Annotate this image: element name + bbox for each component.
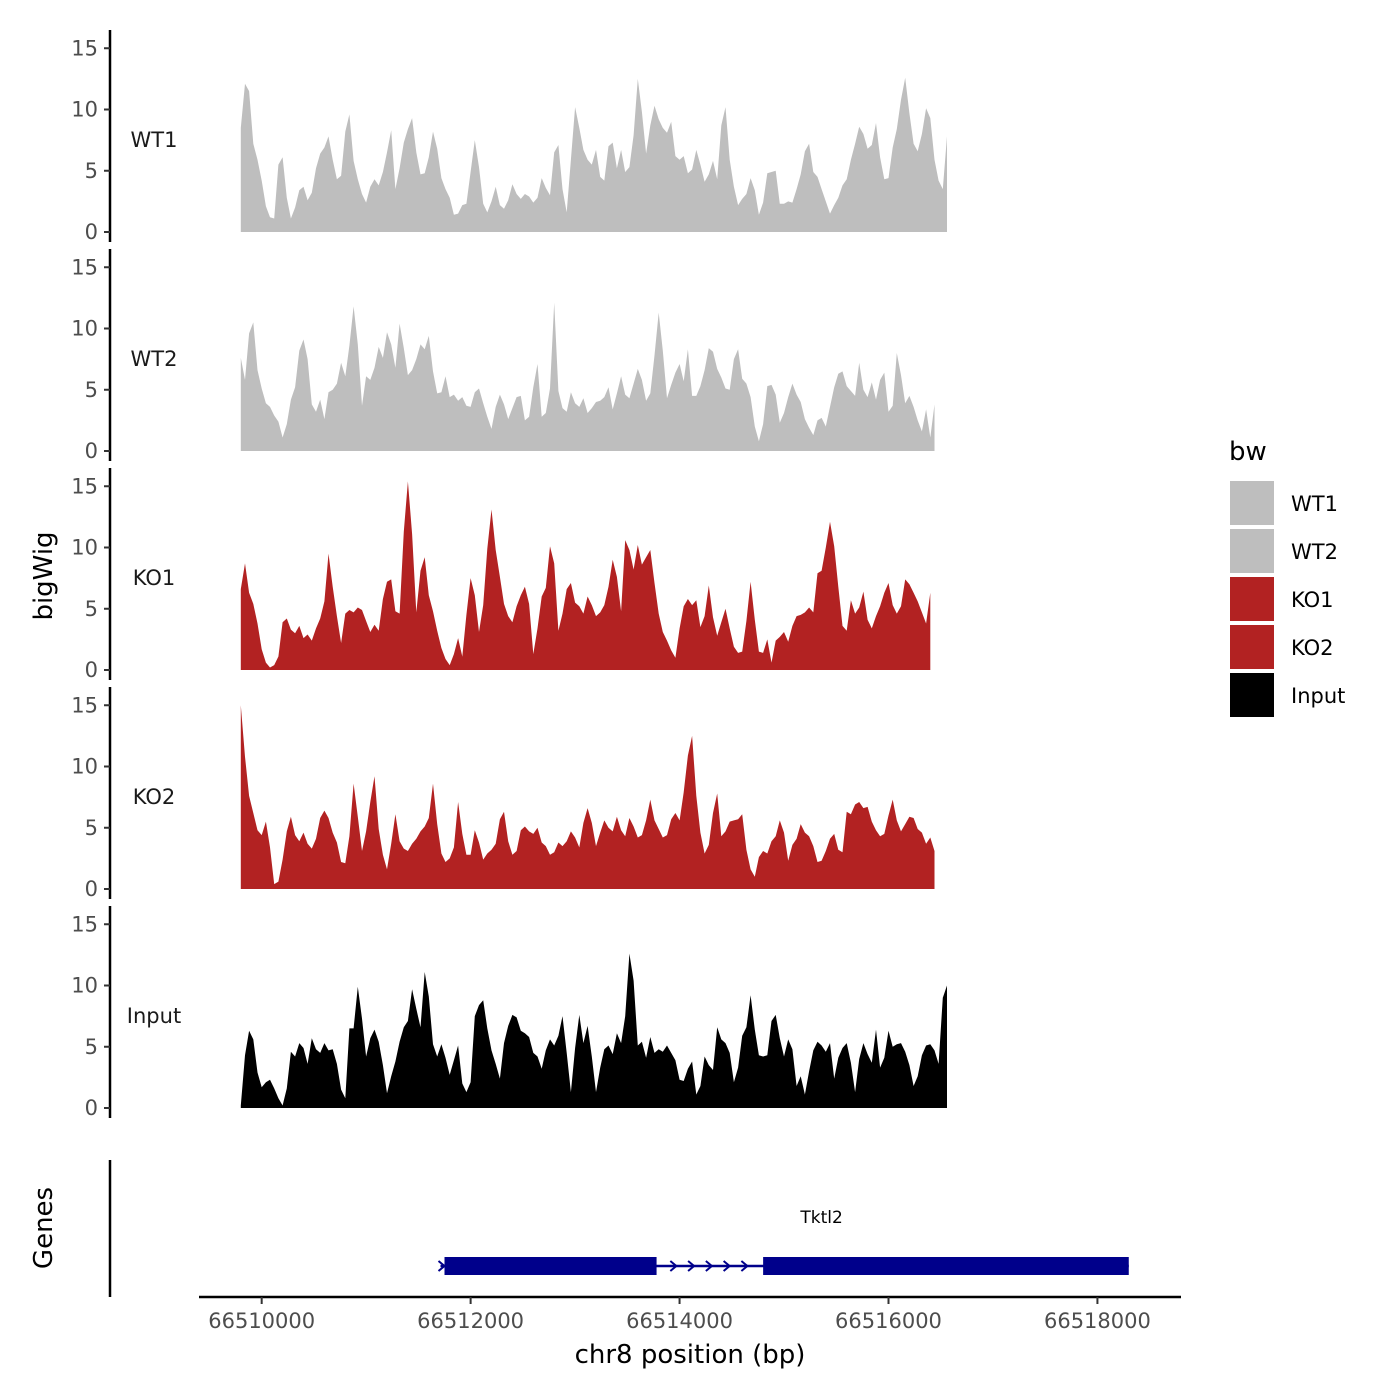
strand-arrow <box>669 1260 678 1272</box>
y-tick-label: 5 <box>85 597 98 621</box>
strand-arrow <box>705 1260 714 1272</box>
y-tick-label: 10 <box>71 974 98 998</box>
legend-swatch <box>1228 623 1276 671</box>
coverage-area <box>240 77 948 232</box>
track-label: KO1 <box>133 566 176 590</box>
legend: bw WT1 WT2 KO1 KO2 Input <box>1228 437 1345 719</box>
y-tick-label: 15 <box>71 693 98 717</box>
coverage-area <box>240 705 935 889</box>
legend-label: KO1 <box>1291 588 1334 612</box>
legend-label: KO2 <box>1291 636 1334 660</box>
legend-swatch <box>1228 575 1276 623</box>
gene-label: Tktl2 <box>799 1208 842 1228</box>
track-panel: 0 5 10 15 KO1 <box>71 468 931 682</box>
track-panel: 0 5 10 15 WT1 <box>71 30 948 244</box>
legend-swatch <box>1228 671 1276 719</box>
gene-model: Tktl2 <box>437 1208 1129 1275</box>
y-tick-label: 10 <box>71 98 98 122</box>
track-label: WT1 <box>131 128 178 152</box>
track-label: Input <box>127 1004 181 1028</box>
y-tick-label: 0 <box>85 1096 98 1120</box>
legend-label: WT2 <box>1291 540 1338 564</box>
genes-panel: Tktl2 <box>108 1160 1129 1297</box>
y-tick-label: 0 <box>85 220 98 244</box>
y-tick-label: 5 <box>85 159 98 183</box>
track-panel: 0 5 10 15 Input <box>71 906 948 1120</box>
track-label: KO2 <box>133 785 176 809</box>
x-tick-label: 66514000 <box>626 1309 733 1333</box>
y-tick-label: 15 <box>71 474 98 498</box>
coverage-area <box>240 481 931 670</box>
legend-label: Input <box>1291 684 1345 708</box>
y-tick-label: 10 <box>71 317 98 341</box>
gene-exon <box>444 1257 657 1275</box>
x-axis: 66510000 66512000 66514000 66516000 66518000 <box>199 1295 1181 1333</box>
strand-arrow <box>740 1260 749 1272</box>
legend-swatch <box>1228 479 1276 527</box>
y-tick-label: 15 <box>71 36 98 60</box>
y-tick-label: 5 <box>85 1035 98 1059</box>
legend-label: WT1 <box>1291 492 1338 516</box>
y-tick-label: 5 <box>85 816 98 840</box>
strand-arrow <box>687 1260 696 1272</box>
y-tick-label: 0 <box>85 877 98 901</box>
genes-axis-title: Genes <box>29 1187 59 1269</box>
gene-exon <box>763 1257 1129 1275</box>
bigwig-tracks: 0 5 10 15 WT1 0 5 10 15 WT2 0 5 10 15 KO1 0 5 10 15 KO2 0 5 10… <box>71 30 948 1120</box>
y-tick-label: 0 <box>85 658 98 682</box>
x-axis-title: chr8 position (bp) <box>575 1340 806 1370</box>
x-tick-label: 66518000 <box>1044 1309 1151 1333</box>
y-tick-label: 15 <box>71 912 98 936</box>
track-panel: 0 5 10 15 KO2 <box>71 687 935 901</box>
y-tick-label: 10 <box>71 755 98 779</box>
coverage-area <box>240 302 935 451</box>
track-panel: 0 5 10 15 WT2 <box>71 249 935 463</box>
strand-arrow <box>437 1260 447 1272</box>
strand-arrow <box>722 1260 732 1272</box>
coverage-area <box>240 953 948 1108</box>
legend-title: bw <box>1229 437 1267 467</box>
y-tick-label: 10 <box>71 536 98 560</box>
y-tick-label: 5 <box>85 378 98 402</box>
x-tick-label: 66510000 <box>208 1309 315 1333</box>
legend-swatch <box>1228 527 1276 575</box>
track-label: WT2 <box>131 347 178 371</box>
y-tick-label: 15 <box>71 255 98 279</box>
y-axis-title: bigWig <box>29 531 59 620</box>
y-tick-label: 0 <box>85 439 98 463</box>
x-tick-label: 66512000 <box>417 1309 524 1333</box>
x-tick-label: 66516000 <box>835 1309 942 1333</box>
